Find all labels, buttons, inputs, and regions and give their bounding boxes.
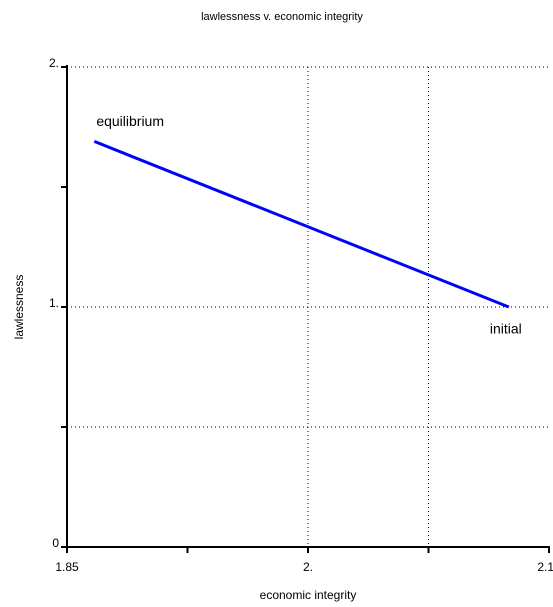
annotation: equilibrium [96,113,164,129]
chart-title: lawlessness v. economic integrity [201,11,363,23]
annotation: initial [490,321,522,337]
y-tick-label: 2. [49,56,59,70]
y-axis-label: lawlessness [12,275,26,340]
x-tick-label: 2. [303,560,313,574]
y-tick-label: 1. [49,296,59,310]
x-tick-label: 1.85 [55,560,79,574]
y-tick-label: 0 [52,536,59,550]
x-tick-label: 2.15 [537,560,553,574]
data-line [93,140,510,309]
x-axis-label: economic integrity [260,588,357,602]
